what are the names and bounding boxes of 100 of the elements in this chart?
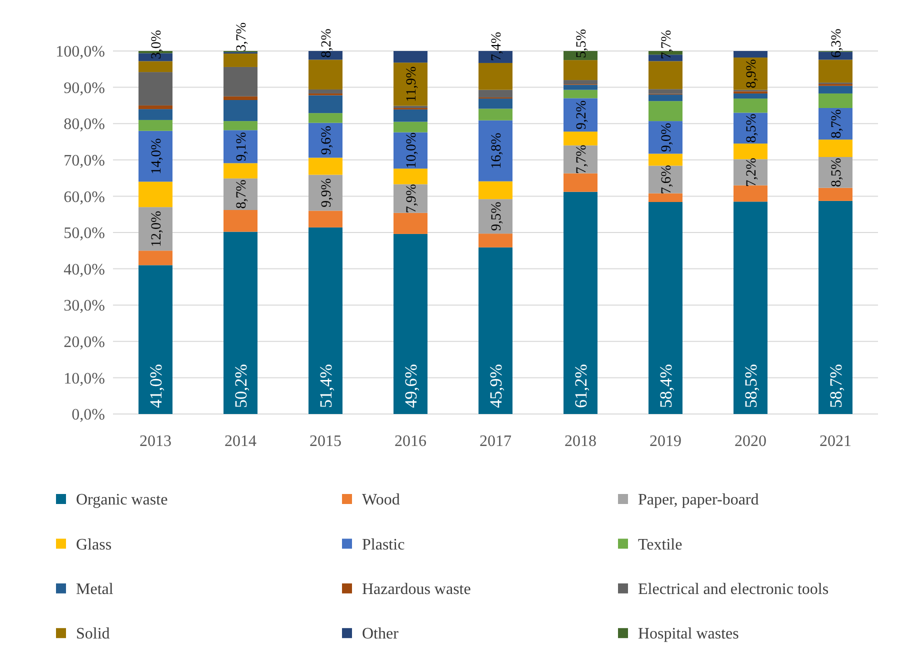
data-label: 3,7% [234,22,250,52]
legend-label: Textile [638,536,682,554]
bar [138,265,172,414]
data-label: 9,1% [234,132,250,162]
bar [818,140,852,157]
bar [308,158,342,175]
data-label: 7,9% [404,184,420,214]
x-tick-label: 2021 [820,433,852,450]
bar [224,100,258,122]
x-tick-label: 2020 [734,433,766,450]
data-label: 58,5% [742,364,760,408]
bar [138,182,172,208]
data-label: 7,2% [744,157,760,187]
data-label: 45,9% [486,364,506,408]
data-label: 58,7% [826,364,846,408]
data-label: 9,6% [320,125,334,155]
bar [818,188,852,201]
bar [818,86,852,94]
bar [308,60,342,90]
legend-label: Solid [76,626,110,643]
bar [138,130,172,182]
y-tick-label: 0,0% [72,406,105,424]
bar [394,62,428,106]
data-label: 8,2% [320,28,334,58]
bar [224,121,258,130]
bar [224,210,258,232]
bar [478,234,512,248]
bar [138,105,172,110]
bar [478,98,512,109]
legend-label: Paper, paper-board [638,492,759,509]
bar [224,96,258,100]
y-tick-label: 50,0% [64,225,105,242]
bar [394,122,428,132]
legend-label: Metal [76,581,114,598]
legend-label: Hospital wastes [638,626,739,643]
data-label: 61,2% [572,364,590,408]
data-label: 11,9% [404,66,420,102]
bar [818,200,852,414]
data-label: 41,0% [146,364,166,408]
bar [224,66,258,96]
bar [394,212,428,234]
bar [648,202,682,414]
bar [138,61,172,72]
data-label: 7,7% [574,144,590,174]
bar [308,95,342,114]
data-label: 8,7% [830,108,844,138]
y-tick-label: 30,0% [64,298,105,315]
bar [478,108,512,120]
y-tick-label: 10,0% [64,370,105,388]
x-tick-label: 2018 [564,433,596,450]
bar [648,101,682,122]
x-tick-label: 2016 [394,433,426,450]
bar [564,84,598,90]
bar [734,51,768,58]
bar [478,90,512,98]
x-tick-label: 2015 [310,433,342,450]
data-label: 8,5% [830,158,844,188]
bar [394,168,428,184]
data-label: 50,2% [232,364,250,408]
bar [308,89,342,94]
bar [308,227,342,414]
bar [478,199,512,234]
bar [648,193,682,202]
x-tick-label: 2017 [480,433,512,450]
bar [224,54,258,67]
data-label: 3,0% [150,30,164,60]
bar [564,173,598,192]
data-label: 9,5% [490,201,504,231]
bar [734,159,768,186]
y-tick-label: 20,0% [64,334,105,351]
bar [478,247,512,414]
data-label: 8,7% [234,179,250,209]
bar [224,163,258,178]
bar [478,62,512,90]
bar [138,250,172,266]
data-label: 14,0% [150,138,164,174]
bar [648,154,682,166]
data-label: 9,2% [574,100,590,130]
bar [648,89,682,94]
bar [734,202,768,414]
bar [478,120,512,182]
bar [734,93,768,99]
data-label: 7,4% [490,31,504,61]
data-label: 8,5% [744,113,760,143]
bar [308,113,342,123]
bar [734,144,768,160]
bar [564,90,598,98]
bar [138,109,172,120]
bar [224,232,258,414]
y-tick-label: 100,0% [56,44,105,61]
bar [734,98,768,113]
bar [734,185,768,202]
bar [138,120,172,131]
y-tick-label: 60,0% [64,188,105,206]
bar [564,145,598,174]
x-tick-label: 2019 [650,433,682,450]
bar [224,130,258,164]
y-tick-label: 90,0% [64,80,105,97]
legend-label: Plastic [362,536,405,554]
bar [308,210,342,228]
